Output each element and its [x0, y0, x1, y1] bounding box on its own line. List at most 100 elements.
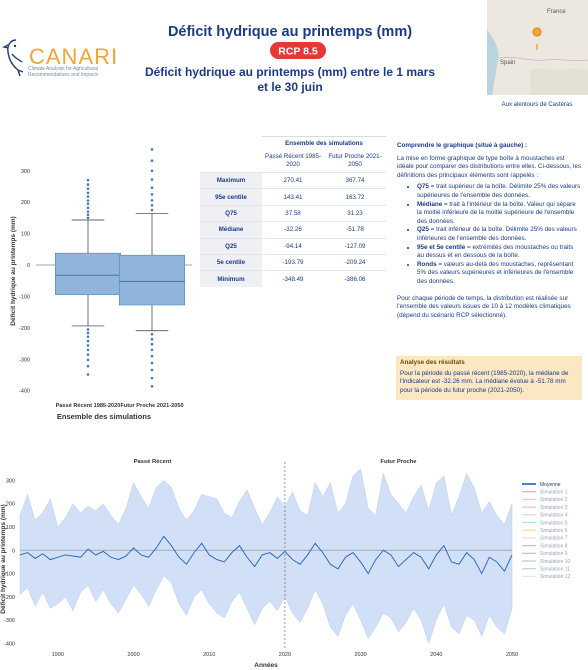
- box-chart: 300 200 100 0 -100 -200 -300 -400 Déficit hydriq…: [10, 148, 192, 421]
- column-header: Passé Récent 1985-2020: [264, 153, 322, 168]
- legend-label: Simulation 1: [540, 490, 568, 496]
- map-label: Spain: [500, 60, 515, 66]
- map: France Spain: [487, 0, 588, 95]
- table-cell: -193.79: [262, 253, 324, 271]
- y-tick-label: -100: [19, 294, 30, 300]
- y-tick-label: 300: [6, 478, 15, 484]
- bullet-term: Ronds: [417, 260, 437, 268]
- outlier: [150, 368, 154, 372]
- table-spacer: [200, 137, 262, 151]
- legend-label: Moyenne: [540, 482, 561, 488]
- outlier: [86, 178, 90, 182]
- box: [119, 254, 185, 306]
- box: [55, 252, 121, 295]
- analysis-text: Pour la période du passé récent (1985-20…: [400, 369, 569, 394]
- outlier: [86, 344, 90, 347]
- bullet: Q25 = trait inférieur de la boîte. Délim…: [417, 226, 582, 243]
- bullet: 95e et 5e centile = extrémités des moust…: [417, 244, 582, 261]
- table: Ensemble des simulations Passé Récent 198…: [200, 136, 386, 287]
- table-cell: 143.41: [262, 188, 324, 206]
- legend-item[interactable]: Simulation 3: [522, 505, 568, 511]
- legend-label: Simulation 12: [540, 574, 571, 580]
- legend-item[interactable]: Simulation 9: [522, 551, 568, 557]
- table-cell: 270.41: [262, 171, 324, 189]
- badge: RCP 8.5: [278, 46, 318, 58]
- map-caption: Aux alentours de Castéras: [502, 102, 573, 108]
- map-label: France: [547, 9, 566, 15]
- table-row: 5e centile -193.79 -209.24: [200, 253, 386, 271]
- row-label: Maximum: [200, 171, 262, 189]
- legend-item[interactable]: Simulation 1: [522, 490, 568, 496]
- legend-item[interactable]: Simulation 11: [522, 567, 570, 573]
- outlier: [150, 354, 154, 358]
- outlier: [86, 328, 90, 331]
- bullet-term: Médiane: [417, 200, 443, 208]
- row-label: Minimum: [200, 270, 262, 287]
- row-label: 5e centile: [200, 253, 262, 271]
- legend-item[interactable]: Simulation 12: [522, 574, 571, 580]
- x-axis-label: Années: [254, 662, 278, 669]
- legend-item[interactable]: Simulation 4: [522, 513, 568, 519]
- y-tick-label: -200: [4, 595, 15, 601]
- table-cell: -51.78: [324, 221, 386, 239]
- y-axis-label: Déficit hydrique au printemps (mm): [10, 216, 17, 325]
- legend-item[interactable]: Simulation 5: [522, 520, 568, 526]
- y-tick-label: 100: [6, 525, 15, 531]
- x-tick-label: 1990: [52, 652, 64, 658]
- legend-label: Simulation 8: [540, 543, 568, 549]
- row-label: Q25: [200, 237, 262, 255]
- outlier: [86, 339, 90, 343]
- outlier: [150, 337, 154, 341]
- legend-item[interactable]: Simulation 8: [522, 543, 568, 549]
- outlier: [86, 216, 90, 220]
- x-tick-label: 2050: [506, 652, 518, 658]
- legend-label: Simulation 4: [540, 513, 568, 519]
- logo-tagline: Climate Analysis for Agricultural Recomm…: [28, 66, 99, 78]
- table-row: Q75 37.58 31.23: [200, 204, 386, 222]
- outlier: [150, 178, 154, 181]
- outlier: [150, 199, 154, 202]
- bullet-list: Q75 = trait supérieur de la boîte. Délim…: [397, 183, 582, 286]
- legend-item[interactable]: Simulation 10: [522, 559, 571, 565]
- title: Déficit hydrique au printemps (mm): [168, 24, 412, 40]
- y-tick-label: -300: [19, 357, 30, 363]
- legend-item[interactable]: Simulation 2: [522, 497, 568, 503]
- outlier: [150, 193, 154, 196]
- column-header: Futur Proche 2021-2050: [328, 153, 382, 168]
- bullet: Ronds = valeurs au-delà des moustaches, …: [417, 261, 582, 287]
- legend-item[interactable]: Simulation 7: [522, 536, 568, 542]
- outlier: [86, 331, 90, 335]
- outlier: [150, 342, 154, 346]
- x-tick-label: 2030: [354, 652, 366, 658]
- outlier: [86, 199, 90, 202]
- table-cell: 367.74: [324, 171, 386, 189]
- outlier: [86, 187, 90, 190]
- explanation-title: Comprendre le graphique (situé à gauche)…: [397, 142, 528, 149]
- bullet-term: 95e et 5e centile: [417, 243, 466, 251]
- legend-label: Simulation 2: [540, 497, 568, 503]
- y-tick-label: -300: [4, 618, 15, 624]
- outlier: [86, 364, 90, 368]
- table-cell: -348.49: [262, 270, 324, 287]
- outlier: [150, 159, 154, 163]
- legend-label: Simulation 7: [540, 536, 568, 542]
- table-cell: -32.26: [262, 221, 324, 239]
- legend-item[interactable]: Moyenne: [522, 482, 561, 488]
- x-tick-label: 2000: [127, 652, 139, 658]
- legend-item[interactable]: Simulation 6: [522, 528, 568, 534]
- y-tick-label: -100: [4, 572, 15, 578]
- y-tick-label: 100: [21, 232, 30, 238]
- bullet: Médiane = trait à l'intérieur de la boît…: [417, 201, 582, 227]
- legend-label: Simulation 9: [540, 551, 568, 557]
- bullet-text: = trait à l'intérieur de la boîte. Valeu…: [417, 200, 576, 225]
- outlier: [86, 206, 90, 210]
- x-tick-label: Passé Récent 1985-2020: [56, 403, 121, 409]
- logo-icon: [1, 39, 24, 77]
- outlier: [86, 195, 90, 198]
- table-cell: -94.14: [262, 237, 324, 255]
- outlier: [150, 332, 154, 336]
- legend-label: Simulation 11: [540, 567, 570, 573]
- legend-label: Simulation 5: [540, 520, 568, 526]
- series-line: [19, 535, 513, 575]
